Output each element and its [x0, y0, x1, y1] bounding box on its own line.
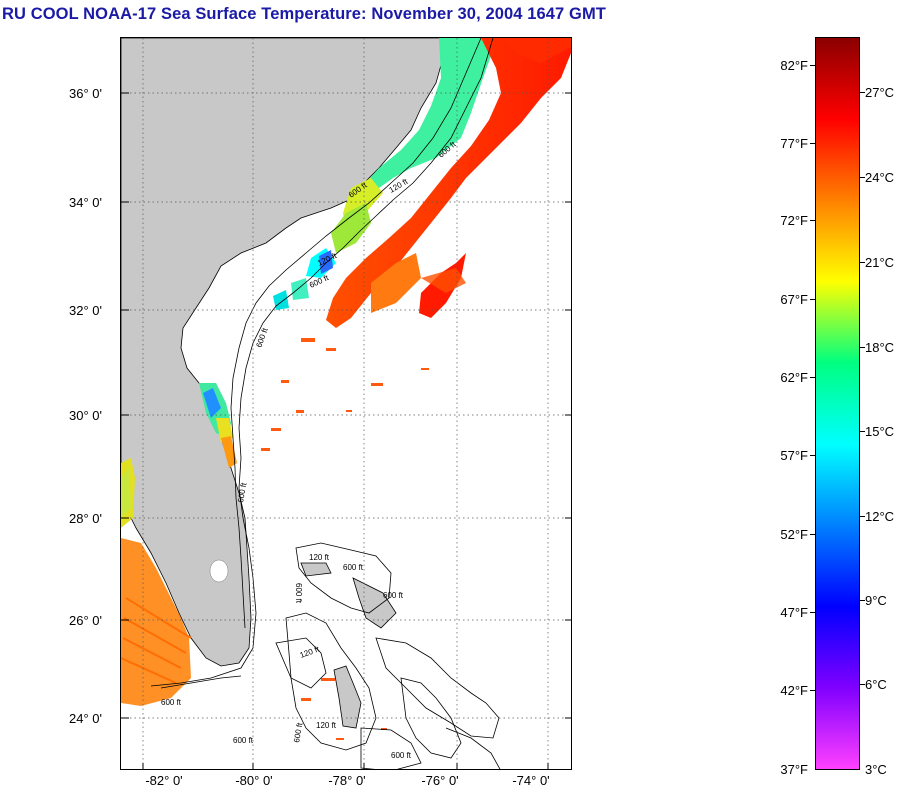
sst-map[interactable]: 120 ft 600 ft 120 ft 600 ft 600 ft 120 f… [120, 37, 572, 770]
lon-label-80: -80° 0' [235, 773, 273, 788]
lon-label-76: -76° 0' [421, 773, 459, 788]
colorbar-f-label: 47°F [780, 605, 808, 620]
colorbar-c-label: 21°C [865, 255, 895, 270]
colorbar-f-label: 82°F [780, 58, 808, 73]
lat-label-34: 34° 0' [69, 195, 102, 210]
colorbar-f-label: 57°F [780, 448, 808, 463]
colorbar-c-label: 9°C [865, 593, 887, 608]
colorbar-f-label: 37°F [780, 762, 808, 777]
lat-label-26: 26° 0' [69, 613, 102, 628]
land-us-mainland [121, 38, 444, 667]
colorbar-f-label: 62°F [780, 370, 808, 385]
lat-label-28: 28° 0' [69, 511, 102, 526]
contour-label: 600 ft [236, 481, 248, 503]
lat-label-32: 32° 0' [69, 303, 102, 318]
contour-label: 120 ft [316, 721, 337, 730]
colorbar-c-label: 24°C [865, 170, 895, 185]
colorbar-f-label: 67°F [780, 292, 808, 307]
colorbar-f-label: 42°F [780, 683, 808, 698]
contour-label: 600 ft [233, 736, 254, 745]
colorbar-c-label: 27°C [865, 85, 895, 100]
lat-label-30: 30° 0' [69, 408, 102, 423]
contour-label: 600 ft [294, 583, 303, 604]
land-bahamas-andros [333, 665, 362, 729]
colorbar-c-label: 18°C [865, 340, 895, 355]
colorbar-f-label: 72°F [780, 213, 808, 228]
contour-label: 120 ft [299, 644, 322, 660]
sst-map-canvas: 120 ft 600 ft 120 ft 600 ft 600 ft 120 f… [121, 38, 571, 769]
temperature-colorbar [815, 37, 860, 770]
colorbar-f-label: 52°F [780, 527, 808, 542]
lon-label-82: -82° 0' [145, 773, 183, 788]
contour-label: 600 ft [292, 721, 304, 743]
contour-label: 600 ft [391, 751, 412, 760]
contour-label: 600 ft [383, 591, 404, 600]
lon-label-78: -78° 0' [328, 773, 366, 788]
map-title: RU COOL NOAA-17 Sea Surface Temperature:… [2, 5, 606, 23]
contour-label: 600 ft [343, 563, 364, 572]
lat-label-36: 36° 0' [69, 86, 102, 101]
lat-label-24: 24° 0' [69, 711, 102, 726]
colorbar-c-label: 15°C [865, 424, 895, 439]
colorbar-c-label: 6°C [865, 677, 887, 692]
lon-label-74: -74° 0' [512, 773, 550, 788]
contour-label: 120 ft [309, 553, 330, 562]
contour-label: 600 ft [161, 698, 182, 707]
colorbar-c-label: 3°C [865, 762, 887, 777]
contour-label: 600 ft [254, 326, 270, 349]
colorbar-f-label: 77°F [780, 136, 808, 151]
colorbar-c-label: 12°C [865, 509, 895, 524]
